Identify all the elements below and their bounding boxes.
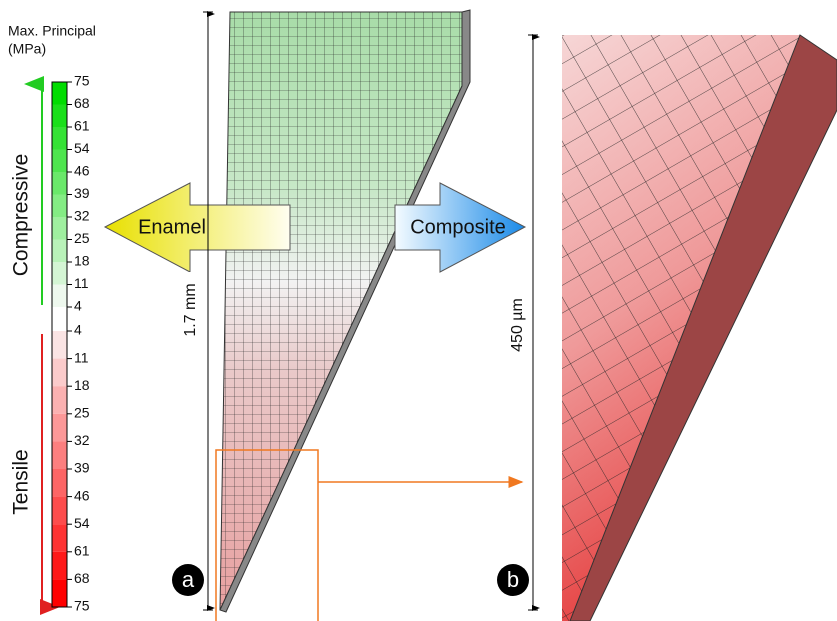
colorbar-tick-label: 54 xyxy=(74,515,90,531)
colorbar: 75 68 61 54 46 39 32 25 18 11 4 4 11 18 25 32 39 46 54 61 68… xyxy=(52,73,90,614)
colorbar-segment xyxy=(52,414,67,442)
colorbar-segment xyxy=(52,441,67,469)
colorbar-segment xyxy=(52,469,67,497)
colorbar-tick-label: 39 xyxy=(74,460,90,476)
colorbar-tick-label: 32 xyxy=(74,208,90,224)
colorbar-tick-label: 18 xyxy=(74,253,90,269)
colorbar-segment xyxy=(52,524,67,552)
enamel-label: Enamel xyxy=(138,216,206,238)
legend-unit: (MPa) xyxy=(8,41,46,57)
dimension-a xyxy=(203,12,213,610)
colorbar-tick-label: 68 xyxy=(74,570,90,586)
colorbar-segment xyxy=(52,172,67,195)
colorbar-segment xyxy=(52,359,67,387)
colorbar-segment xyxy=(52,579,67,607)
colorbar-segment xyxy=(52,262,67,285)
dimension-a-label: 1.7 mm xyxy=(182,283,199,336)
compressive-label: Compressive xyxy=(10,154,33,277)
colorbar-segment xyxy=(52,331,67,359)
colorbar-tick-label: 54 xyxy=(74,140,90,156)
dimension-b xyxy=(528,35,538,610)
legend-title: Max. Principal xyxy=(8,23,96,39)
colorbar-tick-label: 61 xyxy=(74,118,90,134)
colorbar-tick-label: 25 xyxy=(74,405,90,421)
colorbar-tick-label: 32 xyxy=(74,432,90,448)
colorbar-segment xyxy=(52,105,67,128)
colorbar-tick-label: 75 xyxy=(74,73,90,89)
colorbar-tick-label: 46 xyxy=(74,487,90,503)
colorbar-segment xyxy=(52,307,67,331)
dimension-b-label: 450 µm xyxy=(509,298,526,352)
mesh-panel-b xyxy=(550,30,837,621)
colorbar-segment xyxy=(52,240,67,263)
colorbar-tick-label: 4 xyxy=(74,298,82,314)
colorbar-segment xyxy=(52,217,67,240)
colorbar-segment xyxy=(52,195,67,218)
colorbar-tick-label: 39 xyxy=(74,185,90,201)
colorbar-segment xyxy=(52,386,67,414)
colorbar-segment xyxy=(52,127,67,150)
panel-b-label: b xyxy=(507,567,519,592)
colorbar-segment xyxy=(52,285,67,308)
figure: Enamel Composite 1.7 mm 450 µm a b Max. … xyxy=(0,0,837,621)
colorbar-segment xyxy=(52,150,67,173)
colorbar-tick-label: 46 xyxy=(74,163,90,179)
colorbar-segment xyxy=(52,497,67,525)
colorbar-tick-label: 11 xyxy=(74,275,89,291)
colorbar-tick-label: 11 xyxy=(74,349,89,365)
composite-label: Composite xyxy=(410,216,506,238)
colorbar-tick-label: 25 xyxy=(74,230,90,246)
colorbar-tick-label: 18 xyxy=(74,377,90,393)
colorbar-tick-label: 61 xyxy=(74,543,90,559)
panel-a-label: a xyxy=(182,567,195,592)
tensile-label: Tensile xyxy=(10,449,33,514)
colorbar-segment xyxy=(52,552,67,580)
colorbar-segment xyxy=(52,82,67,105)
colorbar-tick-label: 4 xyxy=(74,322,82,338)
mesh-panel-a xyxy=(220,10,470,612)
colorbar-tick-label: 68 xyxy=(74,95,90,111)
colorbar-tick-label: 75 xyxy=(74,598,90,614)
